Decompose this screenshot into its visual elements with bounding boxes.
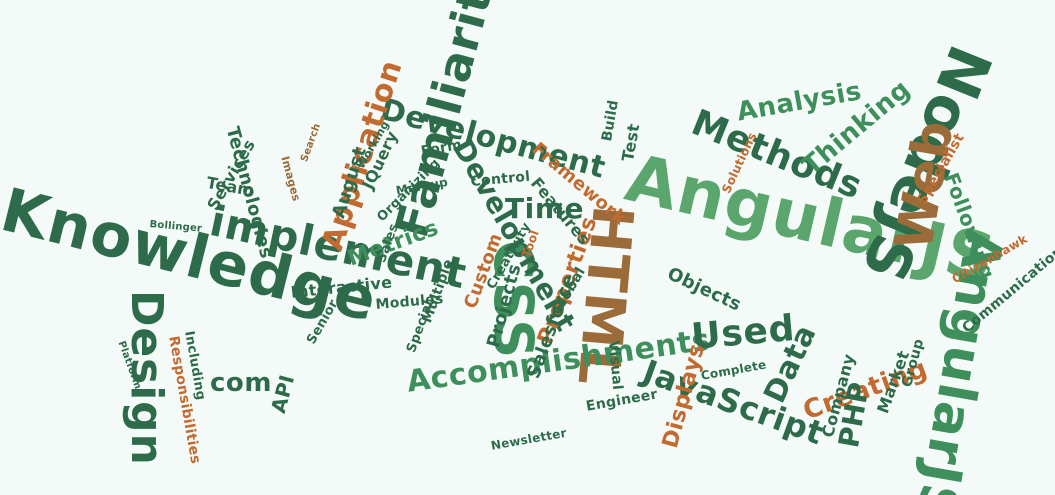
word-api: API [266,372,300,416]
word-control: Control [469,168,531,190]
word-time: Time [505,192,585,225]
word-search: Search [299,122,324,164]
word-objects: Objects [663,263,745,316]
word-engineer: Engineer [584,386,659,415]
word-com: com [210,368,272,398]
word-images: Images [278,154,303,203]
word-newsletter: Newsletter [489,425,568,453]
word-build: Build [599,98,623,143]
word-complete: Complete [699,357,768,383]
word-visual: Visual [605,339,626,391]
